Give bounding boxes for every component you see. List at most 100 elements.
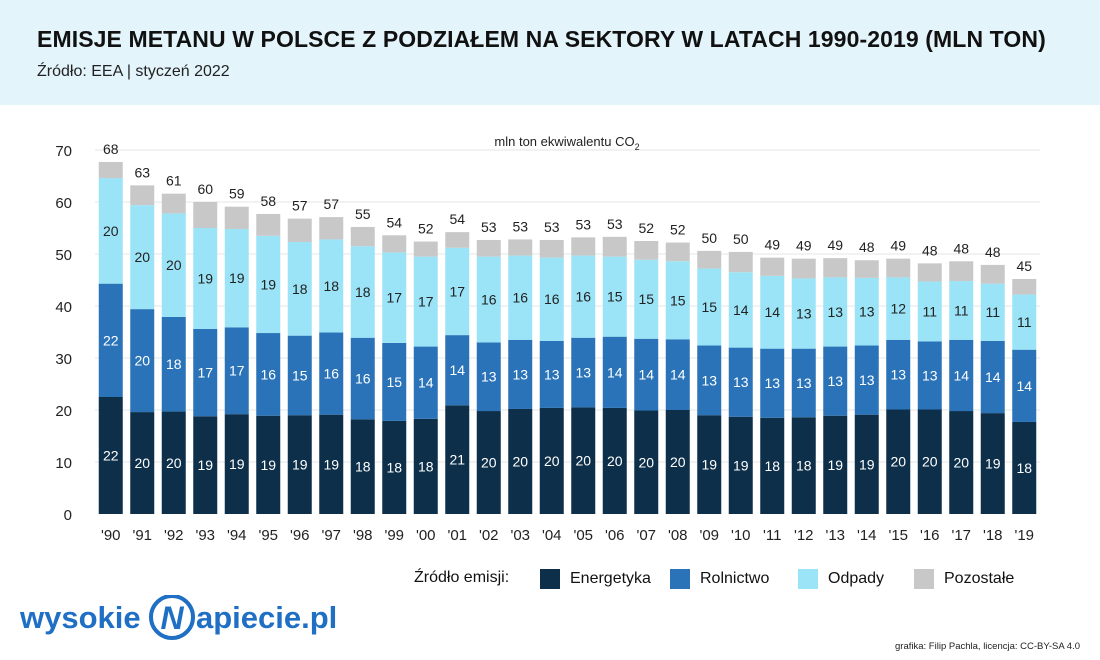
data-label-rolnictwo: 13 [890, 367, 906, 383]
bar-segment-odpady [98, 178, 123, 284]
data-label-energetyka: 20 [134, 455, 150, 471]
bar-segment-odpady [949, 281, 974, 340]
bar-segment-rolnictwo [256, 333, 281, 416]
total-label: 48 [859, 239, 875, 255]
data-label-rolnictwo: 13 [922, 367, 938, 383]
data-label-energetyka: 20 [670, 454, 686, 470]
legend: Źródło emisji: Energetyka Rolnictwo Odpa… [0, 566, 1100, 592]
bar-segment-pozostałe [823, 258, 848, 278]
bar-segment-pozostałe [98, 161, 123, 179]
total-label: 53 [481, 219, 497, 235]
total-label: 52 [638, 220, 654, 236]
legend-label-rolnictwo: Rolnictwo [700, 570, 770, 587]
bar-segment-pozostałe [161, 193, 186, 214]
y-tick-label: 70 [55, 143, 72, 160]
data-label-rolnictwo: 20 [134, 353, 150, 369]
x-tick-label: '01 [447, 527, 467, 544]
total-label: 68 [103, 141, 119, 157]
bar-segment-odpady [130, 205, 155, 310]
bar-segment-odpady [350, 246, 375, 338]
bar-segment-pozostałe [130, 185, 155, 206]
data-label-energetyka: 20 [922, 454, 938, 470]
x-tick-label: '96 [290, 527, 310, 544]
bar-segment-pozostałe [193, 202, 218, 228]
x-tick-label: '98 [353, 527, 373, 544]
total-label: 54 [386, 214, 402, 230]
data-label-energetyka: 18 [418, 458, 434, 474]
bar-segment-rolnictwo [98, 283, 123, 397]
data-label-odpady: 13 [827, 304, 843, 320]
bar-segment-odpady [760, 275, 785, 349]
legend-swatch-energetyka [540, 569, 560, 589]
data-label-rolnictwo: 13 [701, 372, 717, 388]
bar-segment-energetyka [350, 419, 375, 514]
data-label-energetyka: 19 [323, 456, 339, 472]
legend-title: Źródło emisji: [414, 569, 510, 586]
data-label-odpady: 16 [512, 290, 528, 306]
data-label-energetyka: 19 [733, 457, 749, 473]
x-tick-label: '16 [920, 527, 940, 544]
data-label-energetyka: 18 [764, 458, 780, 474]
data-label-rolnictwo: 13 [859, 372, 875, 388]
x-tick-label: '13 [825, 527, 845, 544]
bar-segment-rolnictwo [571, 337, 596, 408]
bar-segment-odpady [886, 277, 911, 340]
bar-segment-energetyka [319, 414, 344, 514]
data-label-odpady: 20 [166, 257, 182, 273]
bar-segment-odpady [571, 255, 596, 338]
bar-segment-energetyka [256, 415, 281, 514]
total-label: 48 [953, 240, 969, 256]
bar-segment-energetyka [980, 413, 1005, 514]
y-tick-label: 50 [55, 247, 72, 264]
total-label: 53 [607, 216, 623, 232]
x-tick-label: '06 [605, 527, 625, 544]
data-label-odpady: 16 [544, 291, 560, 307]
data-label-rolnictwo: 13 [512, 366, 528, 382]
bar-segment-odpady [445, 247, 470, 336]
bar-segment-energetyka [98, 397, 123, 514]
bar-segment-pozostałe [413, 241, 438, 257]
data-label-odpady: 15 [670, 292, 686, 308]
bar-segment-energetyka [1012, 421, 1037, 514]
bar-segment-pozostałe [319, 217, 344, 240]
chart-title: EMISJE METANU W POLSCE Z PODZIAŁEM NA SE… [37, 26, 1046, 52]
bar-segment-odpady [697, 268, 722, 346]
x-tick-label: '94 [227, 527, 247, 544]
bar-segment-rolnictwo [224, 327, 249, 415]
bar-segment-energetyka [445, 405, 470, 514]
bar-segment-odpady [193, 228, 218, 329]
data-label-energetyka: 20 [953, 455, 969, 471]
bar-segment-rolnictwo [665, 339, 690, 410]
data-label-rolnictwo: 14 [638, 367, 654, 383]
data-label-rolnictwo: 16 [323, 366, 339, 382]
bar-segment-rolnictwo [193, 328, 218, 417]
data-label-odpady: 16 [481, 292, 497, 308]
data-label-odpady: 20 [103, 223, 119, 239]
data-label-odpady: 15 [638, 291, 654, 307]
bar-segment-odpady [161, 213, 186, 317]
bar-segment-pozostałe [697, 250, 722, 269]
total-label: 52 [418, 221, 434, 237]
data-label-rolnictwo: 15 [292, 367, 308, 383]
total-label: 48 [922, 242, 938, 258]
data-label-energetyka: 19 [859, 456, 875, 472]
data-label-energetyka: 19 [985, 456, 1001, 472]
graphic-credit: grafika: Filip Pachla, licencja: CC-BY-S… [895, 641, 1080, 652]
bar-segment-rolnictwo [161, 316, 186, 412]
legend-item-energetyka: Energetyka [540, 566, 651, 592]
bar-segment-rolnictwo [854, 345, 879, 415]
x-tick-label: '97 [321, 527, 341, 544]
bar-segment-rolnictwo [728, 347, 753, 417]
bar-segment-rolnictwo [319, 332, 344, 415]
data-label-energetyka: 20 [607, 453, 623, 469]
bar-segment-energetyka [602, 407, 627, 514]
total-label: 49 [827, 237, 843, 253]
bar-segment-energetyka [287, 415, 312, 514]
x-tick-label: '07 [636, 527, 656, 544]
bar-segment-energetyka [508, 408, 533, 514]
bar-segment-energetyka [823, 415, 848, 514]
data-label-odpady: 18 [292, 281, 308, 297]
bar-segment-odpady [917, 281, 942, 342]
data-label-odpady: 18 [323, 278, 339, 294]
data-label-odpady: 13 [796, 306, 812, 322]
